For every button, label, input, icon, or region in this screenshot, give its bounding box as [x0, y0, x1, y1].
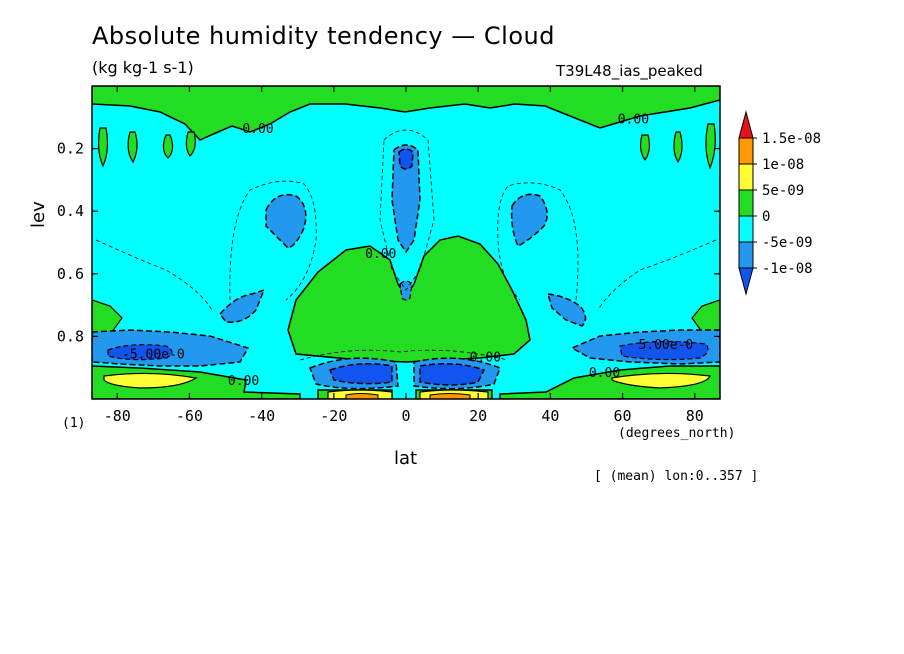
field-low-core-right	[619, 340, 709, 361]
x-tick-label: 60	[614, 407, 632, 425]
y-tick-label: 0.4	[57, 202, 84, 220]
x-tick-label: -80	[104, 407, 131, 425]
contour-label: 0.00	[589, 366, 620, 381]
x-tick-label: 20	[469, 407, 487, 425]
colorbar-band	[738, 189, 754, 217]
field-patch-negative	[546, 293, 587, 327]
x-tick-label: 40	[541, 407, 559, 425]
field-patch-negative	[510, 193, 548, 248]
colorbar: 1.5e-08 1e-08 5e-09 0 -5e-09 -1e-08	[738, 110, 821, 296]
contour-label: 0.00	[365, 247, 396, 262]
field-bubble	[97, 127, 109, 168]
y-tick-label: 0.6	[57, 265, 84, 283]
colorbar-band	[738, 137, 754, 165]
x-axis-label: lat	[394, 448, 418, 469]
axes: -80 -60 -40 -20 0 20 40 60 80 0.2 0.4 0.6 0.8	[57, 86, 720, 425]
colorbar-band	[738, 215, 754, 243]
y-tick-label: 0.2	[57, 140, 84, 158]
contour-label: -5.00e-0	[122, 347, 185, 362]
x-tick-label: 0	[401, 407, 410, 425]
contour-label: 0.00	[470, 350, 501, 365]
colorbar-top-arrow	[738, 110, 754, 139]
field-bubble	[705, 123, 716, 170]
colorbar-label: 1.5e-08	[762, 131, 821, 147]
field-surface-orange	[345, 393, 379, 399]
colorbar-label: -1e-08	[762, 261, 813, 277]
contour-label: 0.00	[618, 113, 649, 128]
field-low-core-left	[107, 344, 173, 361]
thin-contours	[95, 129, 717, 361]
field-bubble	[92, 299, 123, 339]
colorbar-label: 1e-08	[762, 157, 804, 173]
colorbar-band	[738, 163, 754, 191]
field-surface-orange	[429, 393, 471, 399]
field-surface-yellow	[611, 372, 711, 389]
contour-labels: 0.00 0.00 0.00 0.00 0.00 0.00 -5.00e-0 5.00e-0	[122, 113, 693, 389]
y-axis-unit: (1)	[62, 416, 86, 431]
field-equatorial-core	[419, 363, 486, 386]
colorbar-band	[738, 241, 754, 269]
field-central-mound	[287, 235, 531, 363]
field-central-column	[391, 144, 421, 254]
field-bubble	[127, 131, 138, 164]
chart-title: Absolute humidity tendency — Cloud	[92, 22, 555, 50]
field-patch-negative	[219, 288, 266, 323]
chart-units: (kg kg-1 s-1)	[92, 58, 194, 77]
field-patch-negative	[265, 193, 307, 249]
field-bubble	[673, 131, 683, 164]
contour-label: 0.00	[228, 374, 259, 389]
field-bubble	[185, 131, 196, 157]
x-tick-label: -40	[248, 407, 275, 425]
field-bubble	[691, 299, 720, 339]
field-equatorial-core	[329, 363, 393, 385]
contour-field	[92, 86, 720, 399]
field-bubble	[639, 134, 651, 162]
x-tick-label: -60	[176, 407, 203, 425]
averaging-note: [ (mean) lon:0..357 ]	[594, 469, 759, 484]
x-axis-unit: (degrees_north)	[618, 426, 736, 441]
field-bubble	[162, 134, 174, 159]
x-tick-label: 80	[686, 407, 704, 425]
x-tick-label: -20	[320, 407, 347, 425]
field-surface-yellow	[103, 372, 198, 389]
contour-label: 5.00e-0	[638, 338, 693, 353]
experiment-name: T39L48_ias_peaked	[556, 62, 703, 80]
colorbar-label: 5e-09	[762, 183, 804, 199]
contour-label: 0.00	[242, 122, 273, 137]
colorbar-label: 0	[762, 209, 770, 225]
colorbar-label: -5e-09	[762, 235, 813, 251]
y-tick-label: 0.8	[57, 327, 84, 345]
field-central-core	[398, 148, 414, 170]
colorbar-bottom-arrow	[738, 267, 754, 296]
